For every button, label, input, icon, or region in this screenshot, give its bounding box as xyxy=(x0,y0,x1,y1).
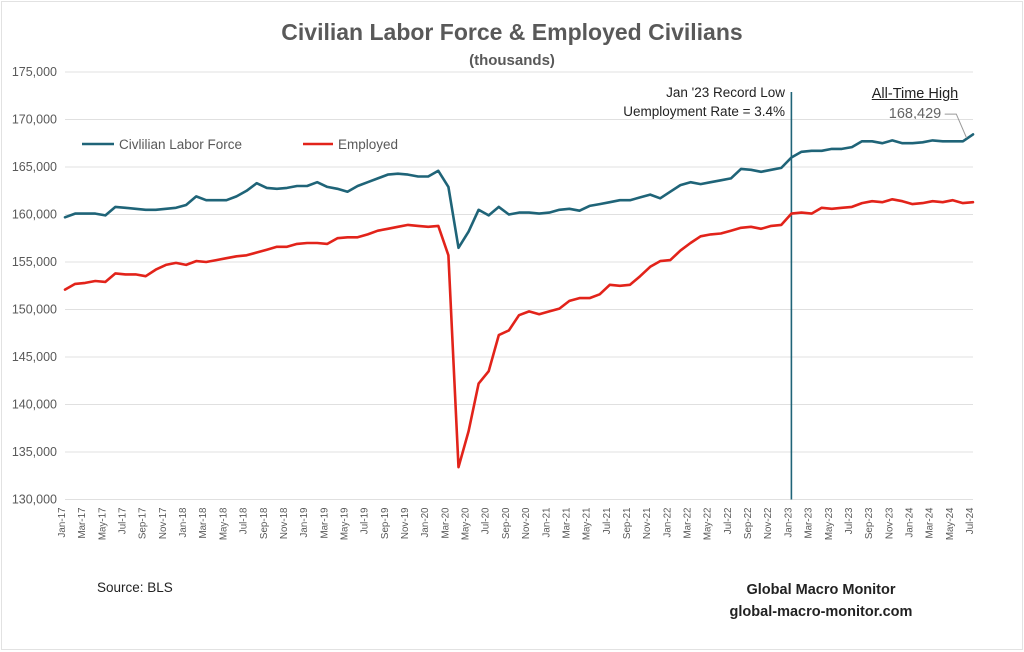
svg-text:Jul-20: Jul-20 xyxy=(481,507,492,534)
svg-text:135,000: 135,000 xyxy=(12,445,57,459)
svg-text:Jul-17: Jul-17 xyxy=(118,508,129,535)
svg-text:May-20: May-20 xyxy=(461,507,472,540)
svg-text:Nov-22: Nov-22 xyxy=(763,508,774,540)
svg-text:May-18: May-18 xyxy=(218,507,229,540)
svg-text:155,000: 155,000 xyxy=(12,255,57,269)
svg-text:140,000: 140,000 xyxy=(12,398,57,412)
svg-text:Civlilian Labor Force: Civlilian Labor Force xyxy=(119,137,242,152)
svg-text:Mar-18: Mar-18 xyxy=(198,507,209,539)
svg-text:Jul-19: Jul-19 xyxy=(360,508,371,535)
svg-text:May-17: May-17 xyxy=(97,508,108,541)
svg-text:175,000: 175,000 xyxy=(12,65,57,79)
svg-text:Sep-21: Sep-21 xyxy=(622,508,633,540)
svg-text:May-22: May-22 xyxy=(703,508,714,541)
svg-text:Jan-22: Jan-22 xyxy=(662,508,673,538)
svg-text:130,000: 130,000 xyxy=(12,493,57,507)
svg-text:Employed: Employed xyxy=(338,137,398,152)
svg-text:Jul-22: Jul-22 xyxy=(723,508,734,535)
svg-text:Jul-24: Jul-24 xyxy=(965,507,976,534)
svg-text:Jan-18: Jan-18 xyxy=(178,507,189,538)
svg-text:170,000: 170,000 xyxy=(12,113,57,127)
svg-text:Nov-21: Nov-21 xyxy=(642,508,653,540)
svg-text:Mar-21: Mar-21 xyxy=(561,508,572,539)
svg-text:Jul-23: Jul-23 xyxy=(844,507,855,534)
svg-text:Mar-17: Mar-17 xyxy=(77,508,88,539)
svg-text:May-24: May-24 xyxy=(945,507,956,540)
svg-text:Jan-23: Jan-23 xyxy=(783,507,794,538)
svg-text:150,000: 150,000 xyxy=(12,303,57,317)
svg-text:Nov-20: Nov-20 xyxy=(521,507,532,539)
svg-text:Jul-18: Jul-18 xyxy=(239,507,250,534)
svg-text:Nov-19: Nov-19 xyxy=(400,508,411,540)
svg-text:145,000: 145,000 xyxy=(12,350,57,364)
svg-text:Sep-23: Sep-23 xyxy=(864,507,875,539)
svg-text:Mar-22: Mar-22 xyxy=(683,508,694,539)
svg-text:Mar-24: Mar-24 xyxy=(925,507,936,539)
svg-text:Jan-20: Jan-20 xyxy=(420,507,431,538)
svg-text:Mar-23: Mar-23 xyxy=(804,507,815,539)
svg-text:Jan-21: Jan-21 xyxy=(541,508,552,538)
svg-text:May-23: May-23 xyxy=(824,507,835,540)
svg-text:Mar-19: Mar-19 xyxy=(319,508,330,539)
svg-text:Nov-23: Nov-23 xyxy=(884,507,895,539)
svg-text:Sep-22: Sep-22 xyxy=(743,508,754,540)
svg-text:Sep-17: Sep-17 xyxy=(138,508,149,540)
svg-text:Nov-18: Nov-18 xyxy=(279,507,290,539)
svg-text:Jul-21: Jul-21 xyxy=(602,508,613,535)
svg-text:Mar-20: Mar-20 xyxy=(440,507,451,539)
svg-text:Jan-19: Jan-19 xyxy=(299,508,310,538)
svg-text:May-19: May-19 xyxy=(340,508,351,541)
svg-text:Sep-19: Sep-19 xyxy=(380,508,391,540)
svg-text:160,000: 160,000 xyxy=(12,208,57,222)
svg-text:Sep-18: Sep-18 xyxy=(259,507,270,539)
svg-text:Sep-20: Sep-20 xyxy=(501,507,512,539)
svg-text:165,000: 165,000 xyxy=(12,160,57,174)
svg-text:Jan-24: Jan-24 xyxy=(905,507,916,538)
svg-text:Jan-17: Jan-17 xyxy=(57,508,68,538)
svg-text:May-21: May-21 xyxy=(582,508,593,541)
svg-text:Nov-17: Nov-17 xyxy=(158,508,169,540)
